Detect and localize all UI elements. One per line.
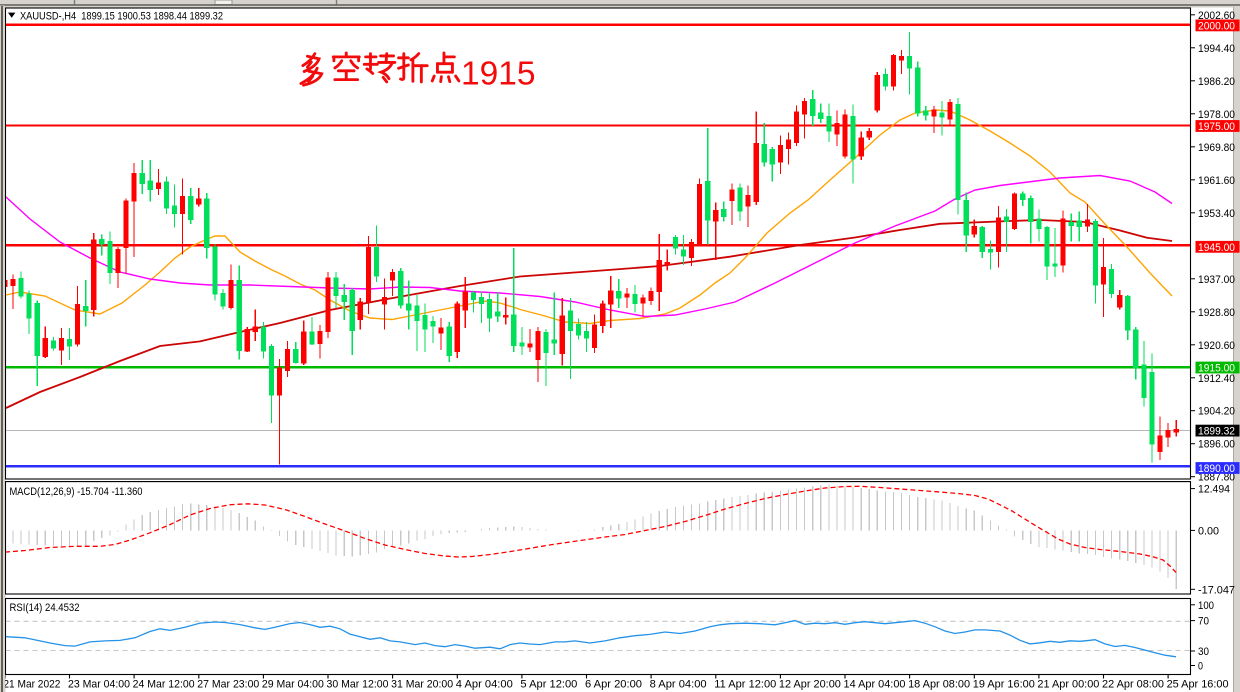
svg-text:12.494: 12.494 <box>1198 484 1230 496</box>
svg-text:2000.00: 2000.00 <box>1198 20 1235 32</box>
svg-text:1920.60: 1920.60 <box>1198 340 1235 352</box>
svg-text:29 Mar 04:00: 29 Mar 04:00 <box>262 679 324 691</box>
svg-text:6 Apr 20:00: 6 Apr 20:00 <box>585 679 642 691</box>
svg-text:1896.00: 1896.00 <box>1198 439 1235 451</box>
svg-text:30: 30 <box>1198 646 1209 658</box>
svg-text:12 Apr 20:00: 12 Apr 20:00 <box>779 679 841 691</box>
svg-text:1961.60: 1961.60 <box>1198 175 1235 187</box>
svg-text:2002.60: 2002.60 <box>1198 10 1235 22</box>
svg-text:RSI(14) 24.4532: RSI(14) 24.4532 <box>10 602 80 614</box>
svg-text:11 Apr 12:00: 11 Apr 12:00 <box>714 679 776 691</box>
svg-text:1978.00: 1978.00 <box>1198 109 1235 121</box>
svg-text:30 Mar 12:00: 30 Mar 12:00 <box>327 679 389 691</box>
svg-text:1986.20: 1986.20 <box>1198 76 1235 88</box>
svg-text:0: 0 <box>1198 661 1203 673</box>
svg-text:18 Apr 08:00: 18 Apr 08:00 <box>908 679 970 691</box>
svg-text:100: 100 <box>1198 600 1214 612</box>
svg-text:31 Mar 20:00: 31 Mar 20:00 <box>391 679 453 691</box>
svg-text:21 Apr 00:00: 21 Apr 00:00 <box>1037 679 1099 691</box>
svg-text:8 Apr 04:00: 8 Apr 04:00 <box>650 679 707 691</box>
svg-text:1928.80: 1928.80 <box>1198 307 1235 319</box>
svg-text:0.00: 0.00 <box>1198 525 1219 537</box>
svg-text:14 Apr 04:00: 14 Apr 04:00 <box>844 679 906 691</box>
svg-text:23 Mar 04:00: 23 Mar 04:00 <box>68 679 130 691</box>
svg-text:1912.40: 1912.40 <box>1198 373 1235 385</box>
svg-text:1915: 1915 <box>461 56 536 93</box>
svg-text:1890.00: 1890.00 <box>1198 463 1235 475</box>
svg-text:22 Apr 08:00: 22 Apr 08:00 <box>1102 679 1164 691</box>
svg-text:27 Mar 23:00: 27 Mar 23:00 <box>197 679 259 691</box>
svg-text:5 Apr 12:00: 5 Apr 12:00 <box>520 679 577 691</box>
svg-text:-17.047: -17.047 <box>1198 584 1235 596</box>
svg-text:1904.20: 1904.20 <box>1198 406 1235 418</box>
svg-text:1899.32: 1899.32 <box>1198 426 1235 438</box>
svg-text:25 Apr 16:00: 25 Apr 16:00 <box>1167 679 1229 691</box>
svg-text:19 Apr 16:00: 19 Apr 16:00 <box>973 679 1035 691</box>
svg-text:XAUUSD-,H4 1899.15 1900.53 18: XAUUSD-,H4 1899.15 1900.53 1898.44 1899.… <box>20 11 223 23</box>
svg-text:1994.40: 1994.40 <box>1198 43 1235 55</box>
svg-text:MACD(12,26,9) -15.704 -11.360: MACD(12,26,9) -15.704 -11.360 <box>10 486 143 498</box>
svg-text:1945.00: 1945.00 <box>1198 242 1235 254</box>
svg-text:24 Mar 12:00: 24 Mar 12:00 <box>133 679 195 691</box>
svg-text:4 Apr 04:00: 4 Apr 04:00 <box>456 679 513 691</box>
svg-text:70: 70 <box>1198 616 1209 628</box>
svg-text:1915.00: 1915.00 <box>1198 363 1235 375</box>
svg-text:1953.40: 1953.40 <box>1198 208 1235 220</box>
svg-text:21 Mar 2022: 21 Mar 2022 <box>3 679 60 691</box>
svg-text:1887.80: 1887.80 <box>1198 472 1235 484</box>
svg-text:1975.00: 1975.00 <box>1198 121 1235 133</box>
svg-text:1937.00: 1937.00 <box>1198 274 1235 286</box>
svg-text:1969.80: 1969.80 <box>1198 142 1235 154</box>
